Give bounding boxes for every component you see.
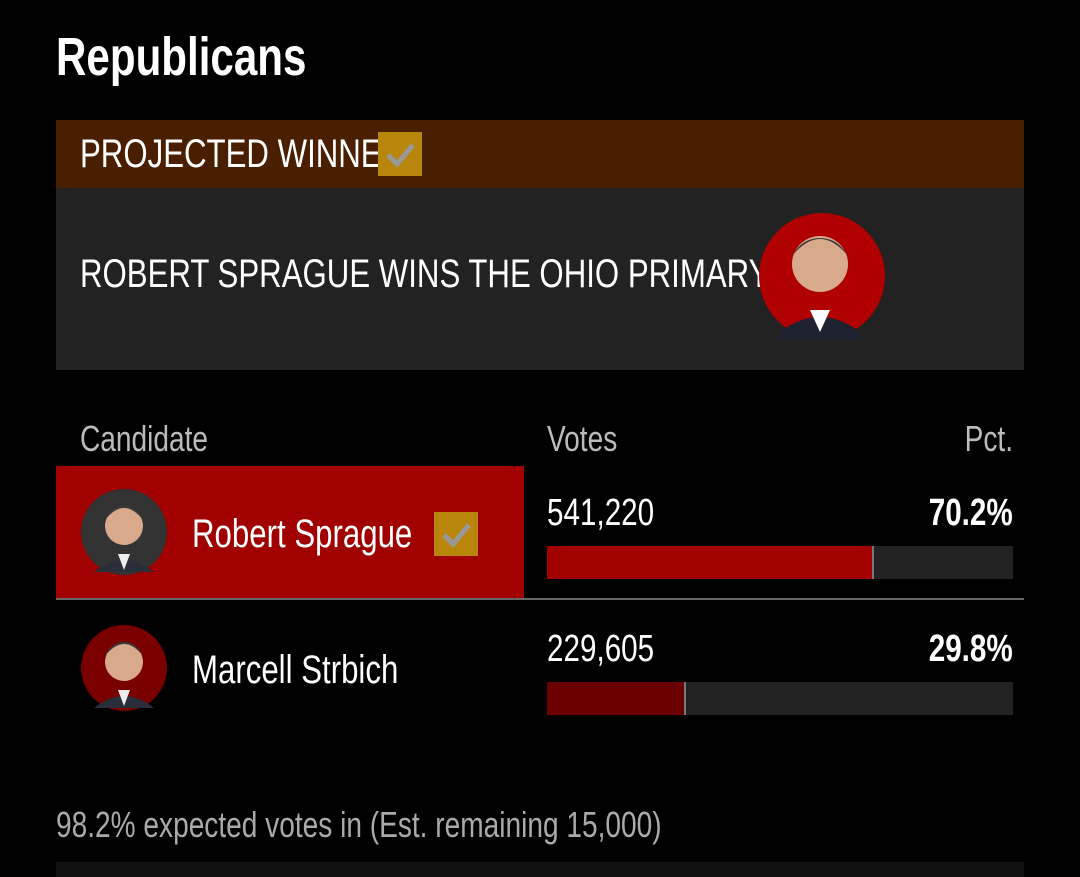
header-candidate: Candidate [80, 418, 209, 459]
votes-text: 541,220 [547, 492, 655, 534]
banner [56, 120, 1024, 188]
pct-text: 29.8% [928, 628, 1013, 670]
bar-track [547, 682, 1013, 715]
bar [547, 682, 686, 715]
title: Republicans [56, 27, 307, 87]
votes-text: 229,605 [547, 628, 655, 670]
pct: 70.2% [905, 492, 1013, 535]
votes: 229,605 [547, 628, 684, 671]
header-votes: Votes [547, 418, 618, 459]
winner-check [434, 512, 478, 556]
candidate-name-text: Marcell Strbich [192, 648, 399, 692]
pct-text: 70.2% [928, 492, 1013, 534]
candidate-photo [80, 488, 168, 576]
winner-check [378, 132, 422, 176]
winner-photo [759, 213, 885, 340]
candidate-photo [80, 624, 168, 712]
footer: 98.2% expected votes in (Est. remaining … [56, 804, 662, 845]
votes: 541,220 [547, 492, 684, 535]
candidate-name: Marcell Strbich [192, 648, 457, 693]
pct: 29.8% [905, 628, 1013, 671]
bar [547, 546, 875, 579]
row-divider [56, 598, 1024, 600]
candidate-name-text: Robert Sprague [192, 512, 413, 556]
candidate-name: Robert Sprague [192, 512, 474, 557]
header-pct: Pct. [964, 418, 1013, 459]
bar-track [547, 546, 1013, 579]
scroll-bar [56, 862, 1024, 877]
headline: ROBERT SPRAGUE WINS THE OHIO PRIMARY [80, 252, 770, 296]
banner-label: PROJECTED WINNER [80, 132, 405, 176]
